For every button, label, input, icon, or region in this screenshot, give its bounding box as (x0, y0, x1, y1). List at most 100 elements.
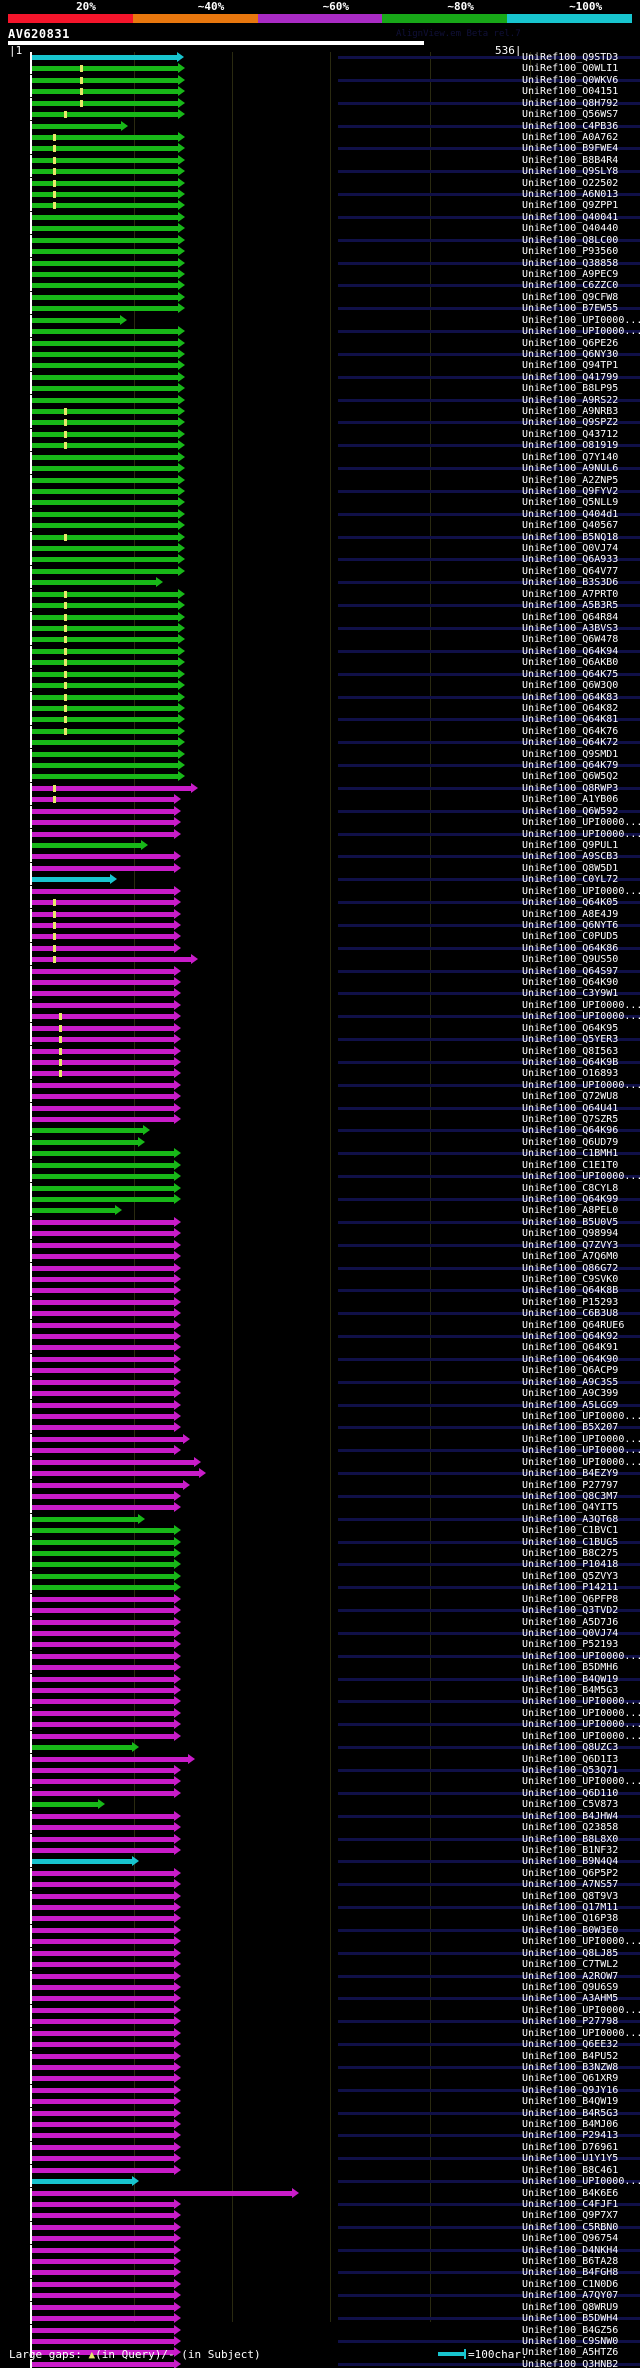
alignment-hit-row[interactable]: UniRef100_P27798 (0, 2016, 640, 2028)
hit-alignment-bar[interactable] (32, 968, 176, 974)
alignment-hit-row[interactable]: UniRef100_UPI0000... (0, 1719, 640, 1731)
alignment-hit-row[interactable]: UniRef100_Q8T9V3 (0, 1890, 640, 1902)
alignment-hit-row[interactable]: UniRef100_UPI0000... (0, 1696, 640, 1708)
hit-alignment-bar[interactable] (32, 1493, 176, 1499)
alignment-hit-row[interactable]: UniRef100_C3Y9W1 (0, 988, 640, 1000)
hit-alignment-bar[interactable] (32, 980, 176, 986)
alignment-hit-row[interactable]: UniRef100_Q86G72 (0, 1262, 640, 1274)
hit-accession-label[interactable]: UniRef100_Q53Q71 (522, 1765, 619, 1776)
alignment-hit-row[interactable]: UniRef100_B4K6E6 (0, 2187, 640, 2199)
hit-accession-label[interactable]: UniRef100_B5DMH6 (522, 1662, 619, 1674)
hit-accession-label[interactable]: UniRef100_A8E4J9 (522, 908, 619, 920)
hit-accession-label[interactable]: UniRef100_Q96754 (522, 2233, 619, 2245)
hit-alignment-bar[interactable] (32, 1710, 176, 1716)
alignment-hit-row[interactable]: UniRef100_Q6AKB0 (0, 657, 640, 669)
alignment-hit-row[interactable]: UniRef100_C8CYL8 (0, 1182, 640, 1194)
alignment-hit-row[interactable]: UniRef100_C5V873 (0, 1799, 640, 1811)
hit-alignment-bar[interactable] (32, 797, 176, 803)
hit-accession-label[interactable]: UniRef100_Q6P5P2 (522, 1867, 619, 1879)
alignment-hit-row[interactable]: UniRef100_Q9ZPP1 (0, 200, 640, 212)
hit-accession-label[interactable]: UniRef100_C1BVC1 (522, 1525, 619, 1537)
hit-alignment-bar[interactable] (32, 1939, 176, 1945)
alignment-hit-row[interactable]: UniRef100_B8C461 (0, 2164, 640, 2176)
hit-accession-label[interactable]: UniRef100_A3QT68 (522, 1513, 619, 1525)
hit-accession-label[interactable]: UniRef100_A9NUL6 (522, 463, 619, 475)
hit-alignment-bar[interactable] (32, 351, 181, 357)
hit-alignment-bar[interactable] (32, 1368, 176, 1374)
alignment-hit-row[interactable]: UniRef100_Q6A933 (0, 554, 640, 566)
hit-accession-label[interactable]: UniRef100_C4PB36 (522, 120, 619, 132)
hit-alignment-bar[interactable] (32, 214, 181, 220)
hit-accession-label[interactable]: UniRef100_Q16P38 (522, 1913, 619, 1925)
hit-alignment-bar[interactable] (32, 317, 122, 323)
hit-accession-label[interactable]: UniRef100_Q6EE32 (522, 2039, 619, 2051)
hit-alignment-bar[interactable] (32, 1608, 176, 1614)
hit-alignment-bar[interactable] (32, 580, 159, 586)
hit-accession-label[interactable]: UniRef100_A2ROW7 (522, 1970, 619, 1982)
hit-accession-label[interactable]: UniRef100_B4EZY9 (522, 1468, 619, 1480)
hit-accession-label[interactable]: UniRef100_O04151 (522, 86, 619, 98)
hit-accession-label[interactable]: UniRef100_UPI0000... (522, 1171, 640, 1183)
hit-alignment-bar[interactable] (32, 546, 181, 552)
hit-alignment-bar[interactable] (32, 2053, 176, 2059)
hit-alignment-bar[interactable] (32, 1859, 135, 1865)
hit-alignment-bar[interactable] (32, 603, 181, 609)
hit-accession-label[interactable]: UniRef100_B3S3D6 (522, 577, 619, 589)
alignment-hit-row[interactable]: UniRef100_UPI0000... (0, 1445, 640, 1457)
hit-alignment-bar[interactable] (32, 77, 181, 83)
hit-alignment-bar[interactable] (32, 2304, 176, 2310)
alignment-hit-row[interactable]: UniRef100_Q0VJ74 (0, 1627, 640, 1639)
hit-alignment-bar[interactable] (32, 1242, 176, 1248)
hit-accession-label[interactable]: UniRef100_Q8I563 (522, 1045, 619, 1057)
alignment-hit-row[interactable]: UniRef100_A7Q6M0 (0, 1251, 640, 1263)
hit-alignment-bar[interactable] (32, 820, 176, 826)
hit-accession-label[interactable]: UniRef100_B8L8X0 (522, 1833, 619, 1845)
hit-alignment-bar[interactable] (32, 2350, 176, 2356)
hit-alignment-bar[interactable] (32, 2179, 135, 2185)
hit-alignment-bar[interactable] (32, 2281, 176, 2287)
alignment-hit-row[interactable]: UniRef100_Q5YER3 (0, 1034, 640, 1046)
alignment-hit-row[interactable]: UniRef100_Q3TVD2 (0, 1605, 640, 1617)
hit-accession-label[interactable]: UniRef100_Q64K79 (522, 760, 619, 772)
alignment-hit-row[interactable]: UniRef100_Q9SLY8 (0, 166, 640, 178)
hit-accession-label[interactable]: UniRef100_Q64K76 (522, 725, 619, 737)
hit-alignment-bar[interactable] (32, 557, 181, 563)
hit-accession-label[interactable]: UniRef100_B9FWE4 (522, 143, 619, 155)
alignment-hit-row[interactable]: UniRef100_Q8I563 (0, 1045, 640, 1057)
alignment-hit-row[interactable]: UniRef100_B3S3D6 (0, 577, 640, 589)
alignment-hit-row[interactable]: UniRef100_B6TA28 (0, 2256, 640, 2268)
hit-alignment-bar[interactable] (32, 1082, 176, 1088)
hit-alignment-bar[interactable] (32, 1779, 176, 1785)
hit-accession-label[interactable]: UniRef100_Q64K86 (522, 942, 619, 954)
hit-alignment-bar[interactable] (32, 500, 181, 506)
hit-accession-label[interactable]: UniRef100_Q64R84 (522, 611, 619, 623)
hit-accession-label[interactable]: UniRef100_Q8W5D1 (522, 862, 619, 874)
hit-accession-label[interactable]: UniRef100_Q6NY30 (522, 348, 619, 360)
hit-alignment-bar[interactable] (32, 1151, 176, 1157)
alignment-hit-row[interactable]: UniRef100_Q9SMD1 (0, 748, 640, 760)
hit-accession-label[interactable]: UniRef100_C5V873 (522, 1799, 619, 1811)
hit-accession-label[interactable]: UniRef100_B4QW19 (522, 2096, 619, 2108)
hit-alignment-bar[interactable] (32, 1048, 176, 1054)
hit-alignment-bar[interactable] (32, 2167, 176, 2173)
hit-accession-label[interactable]: UniRef100_Q6AKB0 (522, 657, 619, 669)
hit-accession-label[interactable]: UniRef100_A9C399 (522, 1388, 619, 1400)
hit-accession-label[interactable]: UniRef100_Q8T9V3 (522, 1890, 619, 1902)
hit-alignment-bar[interactable] (32, 2144, 176, 2150)
alignment-hit-row[interactable]: UniRef100_A5HTZ6 (0, 2347, 640, 2359)
hit-alignment-bar[interactable] (32, 683, 181, 689)
hit-alignment-bar[interactable] (32, 1562, 176, 1568)
hit-alignment-bar[interactable] (32, 306, 181, 312)
alignment-hit-row[interactable]: UniRef100_P93560 (0, 246, 640, 258)
alignment-hit-row[interactable]: UniRef100_Q64K95 (0, 1022, 640, 1034)
alignment-hit-row[interactable]: UniRef100_B5DWH4 (0, 2313, 640, 2325)
alignment-hit-row[interactable]: UniRef100_Q6W478 (0, 634, 640, 646)
hit-alignment-bar[interactable] (32, 1905, 176, 1911)
alignment-hit-row[interactable]: UniRef100_Q6W3Q0 (0, 680, 640, 692)
hit-accession-label[interactable]: UniRef100_Q9SPZ2 (522, 417, 619, 429)
alignment-hit-row[interactable]: UniRef100_C7TWL2 (0, 1959, 640, 1971)
alignment-hit-row[interactable]: UniRef100_Q43712 (0, 428, 640, 440)
alignment-hit-row[interactable]: UniRef100_B7EW55 (0, 303, 640, 315)
hit-accession-label[interactable]: UniRef100_Q6D1I3 (522, 1753, 619, 1765)
hit-accession-label[interactable]: UniRef100_Q8H792 (522, 97, 619, 109)
